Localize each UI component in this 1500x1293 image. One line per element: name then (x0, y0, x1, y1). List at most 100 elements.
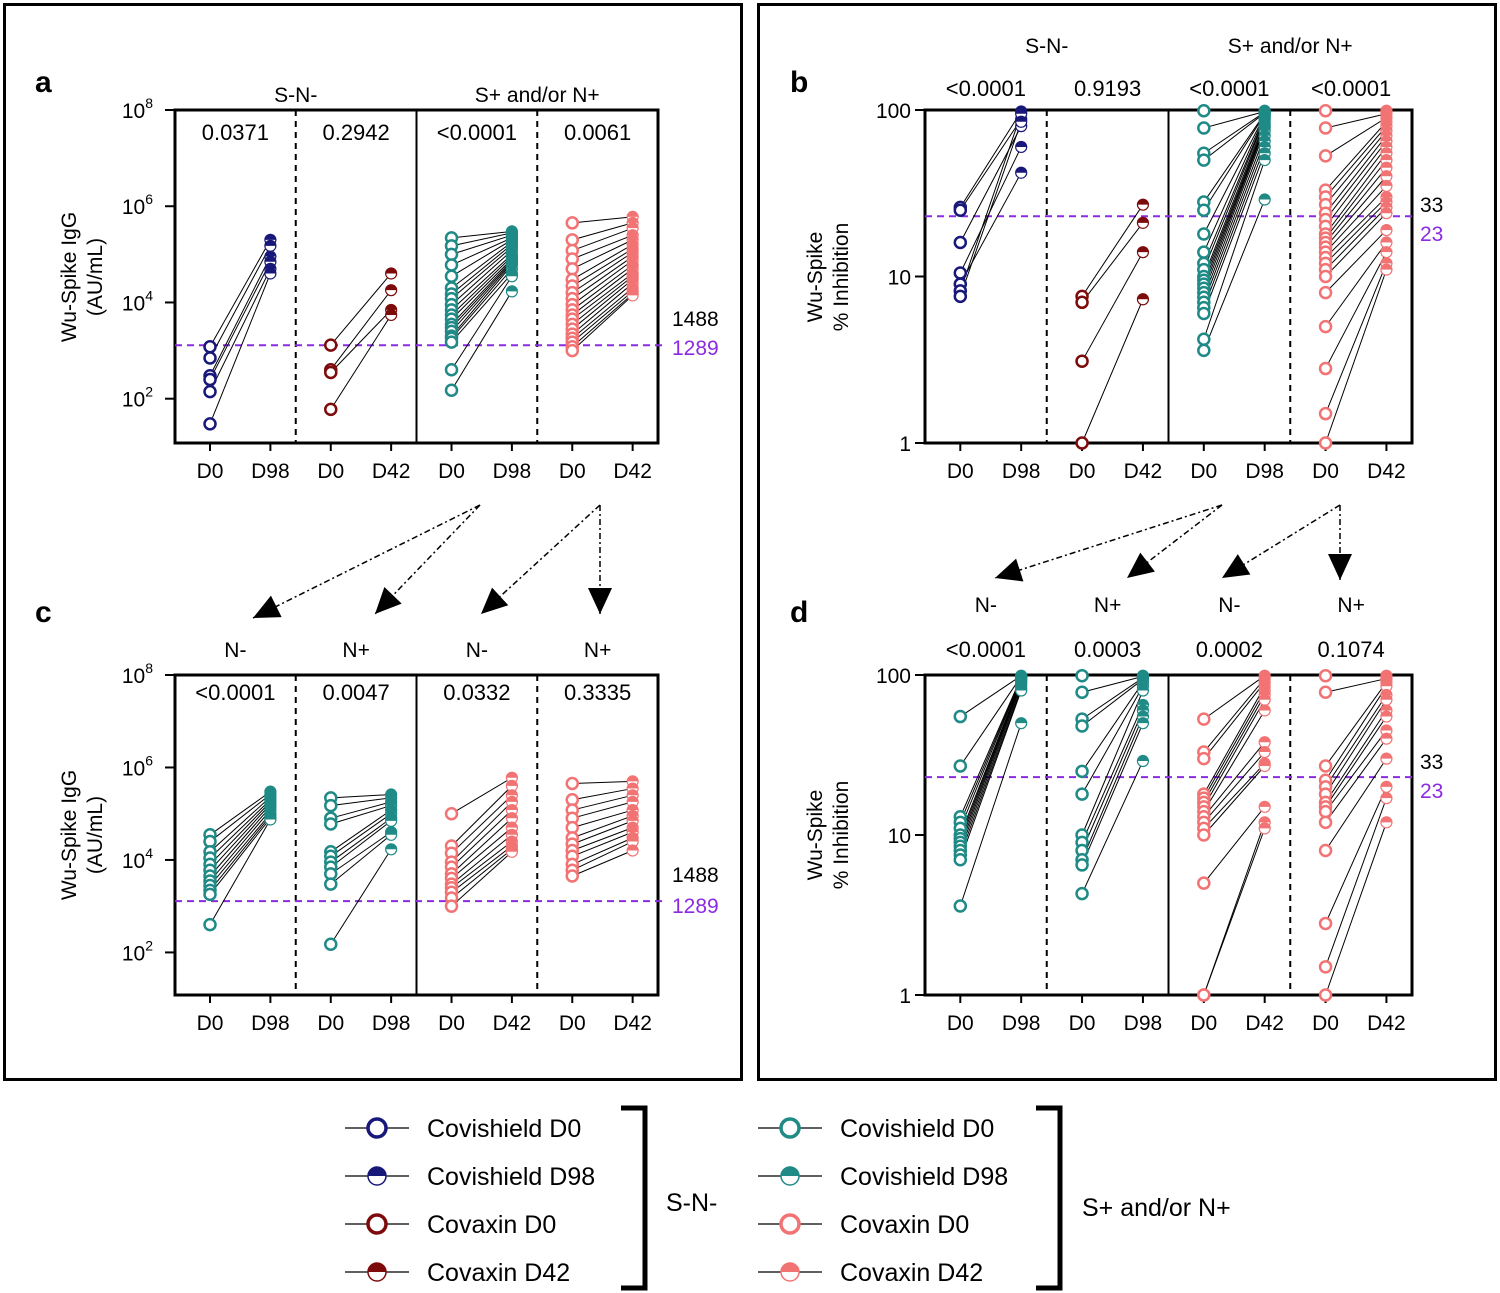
pair-line (1325, 130, 1387, 205)
data-point-d0 (1318, 668, 1333, 683)
pair-line (330, 849, 392, 945)
pair-line (572, 227, 633, 252)
pair-line (1325, 146, 1387, 227)
p-value: 0.0047 (322, 680, 389, 705)
p-value: 0.1074 (1317, 637, 1384, 662)
pair-line (1325, 140, 1387, 220)
pair-line (451, 261, 513, 328)
pair-line (209, 819, 271, 925)
x-tick-label: D98 (493, 460, 532, 483)
pair-line (451, 794, 513, 854)
legend-right-item-label: Covishield D98 (840, 1163, 1008, 1191)
x-tick-label: D42 (1367, 1012, 1406, 1035)
pair-line (571, 279, 633, 330)
group-label: S-N- (1025, 35, 1068, 58)
pair-line (451, 273, 513, 343)
data-point-d0 (953, 289, 968, 304)
data-point-followup-fill (1015, 141, 1027, 147)
data-point-followup-fill (1380, 264, 1392, 270)
p-value: <0.0001 (437, 120, 517, 145)
legend-bracket-right (1036, 1105, 1063, 1291)
pair-line (451, 260, 513, 325)
data-point-d0 (1197, 245, 1211, 259)
pair-line (1325, 694, 1387, 788)
data-point-d0 (953, 759, 968, 773)
y-tick-label: 10 (888, 825, 911, 848)
pair-line (959, 677, 1022, 823)
data-point-d0 (1318, 361, 1333, 376)
pair-line (571, 273, 633, 320)
pair-line (1203, 117, 1266, 264)
data-point-followup-fill (1380, 704, 1392, 711)
data-point-followup-fill (1137, 246, 1149, 253)
pair-line (571, 287, 633, 339)
data-point-followup-fill (1259, 801, 1271, 807)
data-point-d0 (1318, 269, 1333, 284)
x-tick-label: D42 (1245, 1012, 1284, 1035)
pair-line (959, 682, 1022, 843)
data-point-d0 (1075, 719, 1089, 733)
p-value: 0.0371 (202, 120, 269, 145)
data-point-d0 (444, 269, 459, 284)
group-label: S-N- (274, 84, 317, 107)
data-point-followup-fill (1380, 201, 1392, 208)
data-point-followup-fill (1137, 755, 1149, 762)
data-point-followup-fill (627, 229, 639, 236)
pair-line (451, 841, 513, 889)
pair-line (1203, 710, 1266, 812)
pair-line (1203, 751, 1266, 823)
pair-line (330, 289, 392, 371)
data-point-followup-fill (1380, 116, 1392, 122)
arrow-bd-3-head (1222, 554, 1251, 578)
data-point-followup-fill (1380, 224, 1392, 231)
pair-line (960, 675, 1022, 717)
pair-line (451, 268, 513, 339)
pair-line (959, 118, 1022, 211)
data-point-d0 (203, 372, 217, 387)
pair-line (1203, 828, 1266, 996)
data-point-d0 (1318, 804, 1333, 819)
pair-line (451, 253, 513, 311)
data-point-followup-fill (1259, 135, 1271, 142)
y-tick-label: 106 (122, 191, 153, 219)
panel-letter-b: b (790, 66, 808, 99)
pair-line (451, 848, 513, 899)
pair-line (1325, 125, 1387, 198)
y-tick-label: 104 (122, 845, 153, 873)
pair-line (1081, 204, 1144, 297)
pair-line (209, 813, 271, 886)
pair-line (1325, 113, 1387, 129)
data-point-followup-fill (506, 829, 518, 835)
data-point-followup-fill (1380, 112, 1392, 118)
data-point-followup-fill (1380, 792, 1392, 799)
data-point-followup-fill (1380, 162, 1392, 168)
data-point-followup-fill (627, 796, 639, 802)
data-point-followup-fill (506, 789, 518, 796)
pair-line (451, 263, 513, 332)
pair-line (330, 817, 392, 863)
data-point-followup-fill (1015, 685, 1027, 691)
data-point-followup-fill (627, 239, 639, 245)
data-point-d0 (1197, 332, 1211, 346)
pair-line (1203, 741, 1266, 818)
x-tick-label: D0 (438, 1012, 465, 1035)
y-tick-label: 102 (122, 937, 153, 965)
pair-line (1203, 111, 1265, 154)
data-point-d0 (565, 776, 580, 791)
pair-line (209, 817, 271, 895)
pair-line (451, 234, 513, 255)
pair-line (572, 801, 633, 819)
p-value: 0.0332 (443, 680, 510, 705)
y-axis-label: Wu-Spike% Inhibition (804, 223, 853, 332)
data-point-followup-fill (1259, 816, 1271, 823)
pair-line (1325, 738, 1387, 823)
legend-right-item-marker-fill (781, 1167, 799, 1176)
data-point-followup-fill (385, 800, 397, 806)
pair-line (1203, 121, 1266, 277)
data-point-d0 (1197, 306, 1211, 321)
pair-line (572, 794, 633, 811)
pair-line (1203, 675, 1265, 720)
cutoff-label-lower: 1289 (672, 337, 719, 360)
pair-line (1081, 710, 1144, 851)
